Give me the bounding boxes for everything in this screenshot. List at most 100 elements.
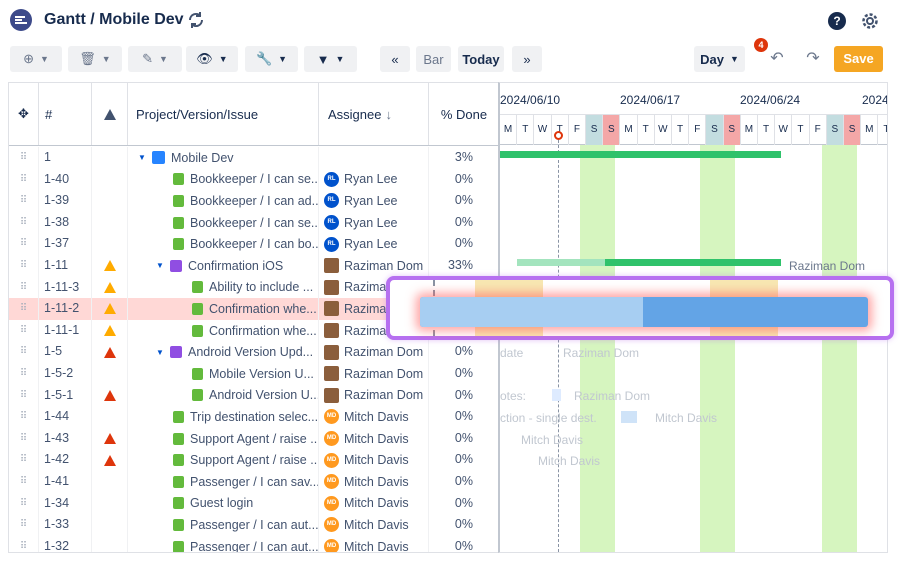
drag-handle-icon[interactable]: ⠿ (9, 190, 39, 212)
row-assignee-cell[interactable]: Raziman Dom (319, 363, 429, 385)
table-row[interactable]: ⠿ 1-34 Guest login MD Mitch Davis 0% (9, 492, 498, 515)
drag-handle-icon[interactable]: ⠿ (9, 211, 39, 234)
table-row[interactable]: ⠿ 1-5-2 Mobile Version U... Raziman Dom 0% (9, 363, 498, 385)
table-row[interactable]: ⠿ 1-43 Support Agent / raise ... MD Mitch Da… (9, 427, 498, 450)
row-assignee-cell[interactable]: Raziman Dom (319, 341, 429, 363)
table-row[interactable]: ⠿ 1-5 ▼ Android Version Upd... Raziman Dom 0% (9, 341, 498, 363)
drag-handle-icon[interactable]: ⠿ (9, 471, 39, 493)
drag-handle-icon[interactable]: ⠿ (9, 233, 39, 255)
table-row[interactable]: ⠿ 1-5-1 Android Version U... Raziman Dom 0% (9, 384, 498, 407)
move-icon[interactable]: ✥ (9, 83, 39, 145)
row-assignee-cell[interactable]: MD Mitch Davis (319, 492, 429, 515)
bar-button[interactable]: Bar (416, 46, 451, 72)
row-name-cell[interactable]: ▼ Mobile Dev (128, 147, 319, 169)
row-assignee-cell[interactable]: MD Mitch Davis (319, 427, 429, 450)
row-name-cell[interactable]: Passenger / I can aut... (128, 535, 319, 552)
table-row[interactable]: ⠿ 1-33 Passenger / I can aut... MD Mitch Dav… (9, 514, 498, 536)
row-assignee-cell[interactable]: MD Mitch Davis (319, 406, 429, 428)
drag-handle-icon[interactable]: ⠿ (9, 449, 39, 471)
zoom-select[interactable]: Day ▼ (694, 46, 745, 72)
save-button[interactable]: Save (834, 46, 883, 72)
table-row[interactable]: ⠿ 1-39 Bookkeeper / I can ad... RL Ryan Lee 0… (9, 190, 498, 212)
drag-handle-icon[interactable]: ⠿ (9, 427, 39, 450)
table-row[interactable]: ⠿ 1-41 Passenger / I can sav... MD Mitch Dav… (9, 471, 498, 493)
row-name-cell[interactable]: Confirmation whe... (128, 319, 319, 342)
table-row[interactable]: ⠿ 1-11-2 Confirmation whe... Raziman (9, 298, 498, 320)
drag-handle-icon[interactable]: ⠿ (9, 168, 39, 191)
redo-icon[interactable]: ↷ (806, 50, 820, 67)
row-name-cell[interactable]: Bookkeeper / I can se... (128, 168, 319, 191)
help-icon[interactable]: ? (828, 12, 846, 30)
expand-caret-icon[interactable]: ▼ (138, 153, 146, 163)
drag-handle-icon[interactable]: ⠿ (9, 535, 39, 552)
drag-handle-icon[interactable]: ⠿ (9, 363, 39, 385)
row-assignee-cell[interactable]: Raziman Dom (319, 255, 429, 277)
gear-icon[interactable] (860, 11, 880, 31)
row-assignee-cell[interactable]: MD Mitch Davis (319, 535, 429, 552)
add-dropdown-button[interactable]: ⊕ ▼ (10, 46, 62, 72)
expand-caret-icon[interactable]: ▼ (156, 261, 164, 271)
table-row[interactable]: ⠿ 1-44 Trip destination selec... MD Mitch Da… (9, 406, 498, 428)
row-assignee-cell[interactable]: MD Mitch Davis (319, 514, 429, 536)
sync-icon[interactable] (186, 10, 206, 30)
column-header-name[interactable]: Project/Version/Issue (128, 83, 319, 145)
row-name-cell[interactable]: Support Agent / raise ... (128, 449, 319, 471)
row-name-cell[interactable]: Bookkeeper / I can ad... (128, 190, 319, 212)
row-assignee-cell[interactable]: RL Ryan Lee (319, 211, 429, 234)
today-button[interactable]: Today (458, 46, 504, 72)
gantt-bar-selected[interactable] (420, 297, 868, 327)
delete-dropdown-button[interactable]: 🗑 ▼ (68, 46, 122, 72)
row-name-cell[interactable]: ▼ Android Version Upd... (128, 341, 319, 363)
scroll-back-button[interactable]: « (380, 46, 410, 72)
table-row[interactable]: ⠿ 1 ▼ Mobile Dev 3% (9, 147, 498, 169)
column-header-done[interactable]: % Done (440, 106, 488, 122)
table-row[interactable]: ⠿ 1-37 Bookkeeper / I can bo... RL Ryan Lee 0… (9, 233, 498, 255)
undo-icon[interactable]: ↶ (770, 50, 784, 67)
drag-handle-icon[interactable]: ⠿ (9, 341, 39, 363)
row-name-cell[interactable]: Mobile Version U... (128, 363, 319, 385)
drag-handle-icon[interactable]: ⠿ (9, 298, 39, 320)
row-name-cell[interactable]: Passenger / I can sav... (128, 471, 319, 493)
row-assignee-cell[interactable]: RL Ryan Lee (319, 168, 429, 191)
row-name-cell[interactable]: Bookkeeper / I can se... (128, 211, 319, 234)
row-assignee-cell[interactable]: RL Ryan Lee (319, 190, 429, 212)
row-name-cell[interactable]: Guest login (128, 492, 319, 515)
drag-handle-icon[interactable]: ⠿ (9, 276, 39, 299)
row-name-cell[interactable]: Confirmation whe... (128, 298, 319, 320)
drag-handle-icon[interactable]: ⠿ (9, 255, 39, 277)
edit-dropdown-button[interactable]: ✎ ▼ (128, 46, 182, 72)
row-name-cell[interactable]: Trip destination selec... (128, 406, 319, 428)
table-row[interactable]: ⠿ 1-32 Passenger / I can aut... MD Mitch Dav… (9, 535, 498, 552)
drag-handle-icon[interactable]: ⠿ (9, 319, 39, 342)
gantt-bar-confirmation-ios-done[interactable] (517, 259, 607, 266)
drag-handle-icon[interactable]: ⠿ (9, 147, 39, 169)
view-dropdown-button[interactable]: 👁 ▼ (186, 46, 238, 72)
filter-dropdown-button[interactable]: ▼ ▼ (304, 46, 357, 72)
scroll-forward-button[interactable]: » (512, 46, 542, 72)
row-assignee-cell[interactable]: Raziman Dom (319, 384, 429, 407)
drag-handle-icon[interactable]: ⠿ (9, 492, 39, 515)
column-header-id[interactable]: # (39, 83, 92, 145)
gantt-bar-mobile-dev[interactable] (500, 151, 781, 158)
row-assignee-cell[interactable]: RL Ryan Lee (319, 233, 429, 255)
drag-handle-icon[interactable]: ⠿ (9, 384, 39, 407)
column-header-assignee[interactable]: Assignee ↓ (319, 83, 429, 145)
row-name-cell[interactable]: Ability to include ... (128, 276, 319, 299)
table-row[interactable]: ⠿ 1-11-1 Confirmation whe... Raziman (9, 319, 498, 342)
table-row[interactable]: ⠿ 1-38 Bookkeeper / I can se... RL Ryan Lee 0… (9, 211, 498, 234)
row-name-cell[interactable]: Support Agent / raise ... (128, 427, 319, 450)
row-name-cell[interactable]: Bookkeeper / I can bo... (128, 233, 319, 255)
expand-caret-icon[interactable]: ▼ (156, 347, 164, 357)
column-header-warning[interactable] (92, 83, 128, 145)
row-assignee-cell[interactable]: MD Mitch Davis (319, 449, 429, 471)
drag-handle-icon[interactable]: ⠿ (9, 514, 39, 536)
row-assignee-cell[interactable] (319, 147, 429, 169)
table-row[interactable]: ⠿ 1-42 Support Agent / raise ... MD Mitch Da… (9, 449, 498, 471)
table-row[interactable]: ⠿ 1-40 Bookkeeper / I can se... RL Ryan Lee 0… (9, 168, 498, 191)
row-name-cell[interactable]: ▼ Confirmation iOS (128, 255, 319, 277)
drag-handle-icon[interactable]: ⠿ (9, 406, 39, 428)
row-assignee-cell[interactable]: MD Mitch Davis (319, 471, 429, 493)
row-name-cell[interactable]: Android Version U... (128, 384, 319, 407)
tools-dropdown-button[interactable]: 🔧 ▼ (245, 46, 298, 72)
table-row[interactable]: ⠿ 1-11 ▼ Confirmation iOS Raziman Dom 33% (9, 255, 498, 277)
